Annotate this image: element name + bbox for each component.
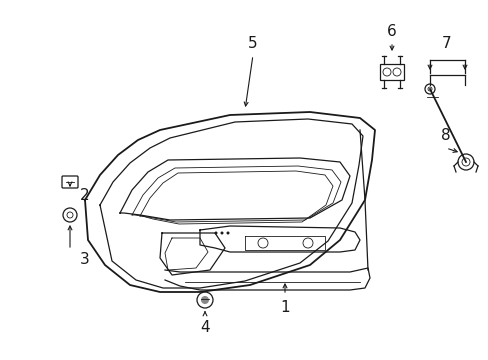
Circle shape bbox=[214, 231, 217, 234]
Circle shape bbox=[220, 231, 223, 234]
Text: 6: 6 bbox=[386, 24, 396, 40]
Text: 4: 4 bbox=[200, 320, 209, 336]
Text: 7: 7 bbox=[441, 36, 451, 51]
Circle shape bbox=[226, 231, 229, 234]
Bar bbox=[379, 64, 403, 80]
Text: 3: 3 bbox=[80, 252, 90, 267]
Text: 5: 5 bbox=[248, 36, 257, 51]
Text: 1: 1 bbox=[280, 301, 289, 315]
FancyBboxPatch shape bbox=[62, 176, 78, 188]
Text: 2: 2 bbox=[80, 188, 90, 202]
Circle shape bbox=[201, 296, 208, 304]
Text: 8: 8 bbox=[440, 127, 450, 143]
